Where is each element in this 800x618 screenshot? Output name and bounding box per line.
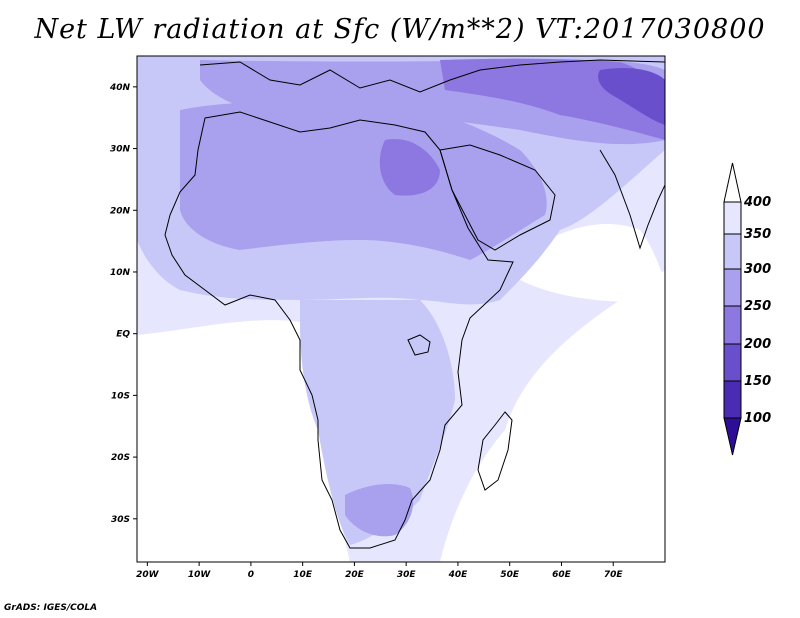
- colorbar-bottom-arrow: [723, 417, 742, 456]
- footer-credit: GrADS: IGES/COLA: [4, 603, 98, 613]
- field-zone-above-400-south-atlantic: [137, 320, 350, 562]
- y-tick-label: 20N: [110, 206, 131, 216]
- colorbar: 400 350 300 250 200 150 100: [723, 162, 771, 456]
- x-tick-label: 20W: [136, 570, 160, 580]
- x-tick-label: 40E: [448, 570, 469, 580]
- colorbar-top-arrow: [723, 162, 742, 203]
- x-tick-label: 50E: [500, 570, 520, 580]
- india-coastline: [599, 149, 665, 250]
- europe-coastline: [199, 59, 665, 93]
- y-tick-label: EQ: [116, 330, 130, 340]
- colorbar-box-250-300: [723, 268, 742, 307]
- colorbar-box-350-400: [723, 201, 742, 235]
- y-tick-label: 10S: [111, 391, 130, 401]
- y-tick-label: 40N: [109, 83, 131, 93]
- y-tick-label: 30N: [110, 145, 131, 155]
- field-zone-250-300-sahara: [180, 101, 547, 260]
- colorbar-label-350: 350: [744, 227, 771, 242]
- field-zone-above-400-indian-ocean: [440, 270, 665, 562]
- colorbar-box-200-250: [723, 305, 742, 345]
- x-tick-label: 60E: [552, 570, 572, 580]
- map-frame: [136, 55, 666, 563]
- coastlines: [164, 59, 665, 549]
- field-zone-200-250-egypt: [379, 139, 440, 196]
- x-tick-label: 30E: [397, 570, 417, 580]
- y-tick-label: 10N: [110, 268, 131, 278]
- x-tick-label: 10W: [188, 570, 212, 580]
- africa-coastline: [164, 111, 514, 549]
- colorbar-box-300-350: [723, 233, 742, 270]
- colorbar-box-100-150: [723, 380, 742, 419]
- map-title: Net LW radiation at Sfc (W/m**2) VT:2017…: [34, 14, 766, 45]
- field-zone-250-300-south-africa: [345, 484, 414, 537]
- field-zone-300-350-central-africa: [300, 300, 455, 545]
- colorbar-label-100: 100: [744, 411, 771, 426]
- colorbar-label-200: 200: [744, 337, 771, 352]
- x-tick-label: 10E: [293, 570, 313, 580]
- colorbar-box-150-200: [723, 343, 742, 382]
- colorbar-label-250: 250: [744, 299, 771, 314]
- colorbar-label-150: 150: [744, 374, 771, 389]
- madagascar-coastline: [477, 411, 513, 491]
- y-tick-label: 20S: [111, 453, 130, 463]
- x-tick-label: 20E: [345, 570, 365, 580]
- colorbar-label-400: 400: [743, 195, 771, 210]
- field-zone-150-200-tibet: [598, 68, 665, 125]
- colorbar-label-300: 300: [744, 262, 771, 277]
- lake-victoria: [407, 334, 431, 356]
- y-axis-ticks: 40N 30N 20N 10N EQ 10S 20S 30S: [109, 83, 137, 525]
- x-axis-ticks: 20W 10W 0 10E 20E 30E 40E 50E 60E 70E: [136, 562, 623, 580]
- field-zone-above-400-arabian-sea: [520, 224, 665, 302]
- radiation-field: [137, 56, 665, 562]
- x-tick-label: 70E: [604, 570, 624, 580]
- arabia-coastline: [439, 144, 556, 251]
- x-tick-label: 0: [248, 570, 254, 580]
- y-tick-label: 30S: [111, 515, 130, 525]
